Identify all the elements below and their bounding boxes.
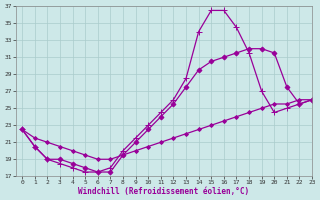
X-axis label: Windchill (Refroidissement éolien,°C): Windchill (Refroidissement éolien,°C): [78, 187, 250, 196]
